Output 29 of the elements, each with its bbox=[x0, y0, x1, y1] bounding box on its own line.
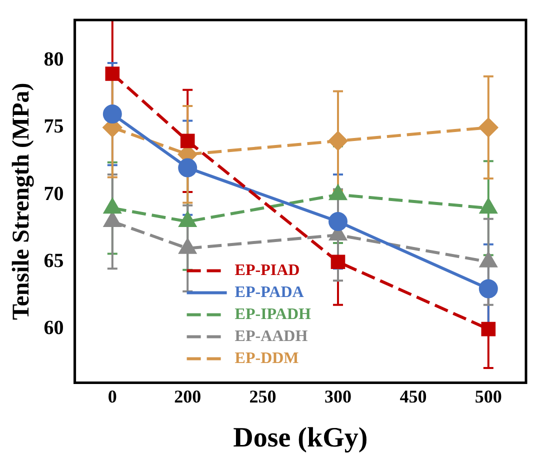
y-tick-label: 80 bbox=[44, 48, 64, 70]
legend-label: EP-AADH bbox=[234, 328, 308, 345]
point bbox=[328, 131, 348, 150]
legend-label: EP-IPADH bbox=[234, 306, 312, 323]
point bbox=[179, 212, 196, 228]
legend-label: EP-PADA bbox=[234, 284, 304, 301]
x-tick-label: 250 bbox=[249, 386, 276, 406]
x-tick-label: 200 bbox=[174, 386, 202, 406]
point bbox=[179, 238, 196, 254]
point bbox=[178, 158, 198, 178]
y-tick-label: 70 bbox=[44, 182, 64, 205]
y-tick-label: 60 bbox=[44, 317, 64, 340]
y-axis-title: Tensile Strength (MPa) bbox=[8, 82, 35, 320]
x-axis-title: Dose (kGy) bbox=[233, 422, 368, 454]
y-tick-label: 75 bbox=[44, 116, 64, 138]
x-tick-label: 0 bbox=[108, 386, 117, 406]
point bbox=[330, 185, 346, 200]
point bbox=[480, 198, 497, 214]
x-tick-label: 300 bbox=[324, 386, 352, 406]
legend-label: EP-DDM bbox=[234, 350, 299, 367]
x-tick-label: 500 bbox=[474, 386, 502, 406]
y-tick-label: 65 bbox=[44, 250, 64, 272]
point bbox=[104, 198, 121, 214]
point bbox=[480, 252, 497, 268]
point bbox=[180, 134, 195, 148]
point bbox=[478, 118, 498, 137]
point bbox=[104, 212, 121, 228]
legend-label: EP-PIAD bbox=[234, 262, 300, 279]
x-tick-label: 450 bbox=[400, 386, 427, 406]
